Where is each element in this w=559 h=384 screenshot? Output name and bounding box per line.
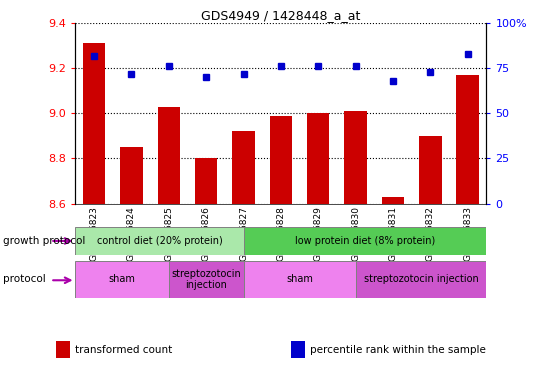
- Text: GSM936828: GSM936828: [276, 206, 286, 261]
- Text: GSM936832: GSM936832: [426, 206, 435, 261]
- Bar: [356, 261, 486, 298]
- Text: sham: sham: [286, 274, 313, 285]
- Bar: [244, 227, 486, 255]
- Bar: [419, 136, 442, 204]
- Bar: [195, 158, 217, 204]
- Text: GSM936825: GSM936825: [164, 206, 173, 261]
- Text: GSM936830: GSM936830: [351, 206, 360, 261]
- Bar: [158, 106, 180, 204]
- Text: GSM936827: GSM936827: [239, 206, 248, 261]
- Text: control diet (20% protein): control diet (20% protein): [97, 236, 222, 246]
- Bar: [83, 43, 105, 204]
- Bar: [269, 116, 292, 204]
- Bar: [382, 197, 404, 204]
- Bar: [457, 75, 479, 204]
- Text: GSM936823: GSM936823: [89, 206, 98, 261]
- Bar: [75, 261, 169, 298]
- Bar: [244, 261, 356, 298]
- Bar: [344, 111, 367, 204]
- Title: GDS4949 / 1428448_a_at: GDS4949 / 1428448_a_at: [201, 9, 361, 22]
- Text: GSM936826: GSM936826: [202, 206, 211, 261]
- Bar: [56, 341, 70, 358]
- Bar: [120, 147, 143, 204]
- Text: percentile rank within the sample: percentile rank within the sample: [310, 344, 486, 355]
- Text: sham: sham: [108, 274, 136, 285]
- Text: growth protocol: growth protocol: [3, 236, 85, 246]
- Text: GSM936831: GSM936831: [389, 206, 397, 261]
- Text: GSM936824: GSM936824: [127, 206, 136, 261]
- Text: protocol: protocol: [3, 274, 45, 285]
- Bar: [75, 227, 244, 255]
- Bar: [169, 261, 244, 298]
- Text: GSM936833: GSM936833: [463, 206, 472, 261]
- Text: streptozotocin
injection: streptozotocin injection: [171, 268, 241, 290]
- Text: streptozotocin injection: streptozotocin injection: [363, 274, 479, 285]
- Bar: [291, 341, 305, 358]
- Text: transformed count: transformed count: [75, 344, 173, 355]
- Text: GSM936829: GSM936829: [314, 206, 323, 261]
- Bar: [307, 113, 329, 204]
- Bar: [233, 131, 255, 204]
- Text: low protein diet (8% protein): low protein diet (8% protein): [295, 236, 435, 246]
